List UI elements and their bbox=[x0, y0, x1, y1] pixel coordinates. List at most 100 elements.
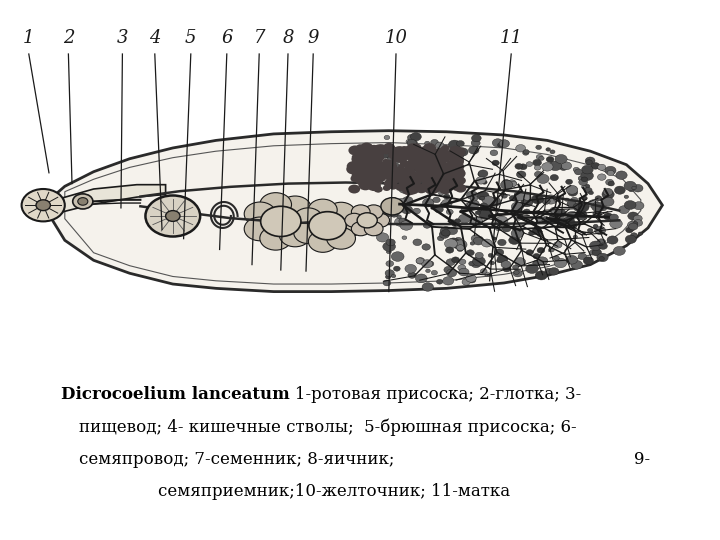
Circle shape bbox=[513, 265, 518, 269]
Circle shape bbox=[441, 188, 449, 194]
Circle shape bbox=[614, 186, 625, 194]
Circle shape bbox=[422, 282, 433, 291]
Circle shape bbox=[559, 156, 566, 161]
Circle shape bbox=[390, 154, 400, 161]
Circle shape bbox=[373, 164, 387, 174]
Circle shape bbox=[451, 257, 459, 263]
Circle shape bbox=[388, 163, 400, 172]
Circle shape bbox=[516, 171, 526, 178]
Circle shape bbox=[593, 211, 601, 217]
Circle shape bbox=[420, 160, 431, 169]
Circle shape bbox=[449, 140, 461, 149]
Circle shape bbox=[436, 142, 444, 149]
Circle shape bbox=[399, 176, 408, 182]
Circle shape bbox=[383, 185, 391, 191]
Circle shape bbox=[410, 177, 422, 186]
Circle shape bbox=[389, 164, 396, 170]
Circle shape bbox=[390, 211, 398, 217]
Circle shape bbox=[365, 170, 373, 176]
Circle shape bbox=[423, 166, 431, 172]
Circle shape bbox=[607, 236, 618, 244]
Circle shape bbox=[523, 150, 529, 154]
Circle shape bbox=[462, 279, 470, 285]
Circle shape bbox=[418, 172, 430, 181]
Circle shape bbox=[406, 139, 412, 144]
Circle shape bbox=[425, 145, 434, 152]
Circle shape bbox=[405, 150, 419, 160]
Circle shape bbox=[444, 239, 457, 248]
Circle shape bbox=[400, 221, 413, 230]
Circle shape bbox=[411, 163, 420, 170]
Circle shape bbox=[625, 235, 636, 244]
Circle shape bbox=[431, 177, 439, 183]
Circle shape bbox=[366, 153, 375, 159]
Circle shape bbox=[420, 152, 426, 157]
Circle shape bbox=[482, 196, 495, 205]
Circle shape bbox=[364, 170, 377, 179]
Text: 4: 4 bbox=[149, 29, 161, 47]
Circle shape bbox=[451, 171, 463, 180]
Circle shape bbox=[294, 208, 323, 230]
Circle shape bbox=[368, 157, 382, 167]
Circle shape bbox=[451, 151, 459, 157]
Circle shape bbox=[453, 167, 464, 176]
Circle shape bbox=[461, 207, 468, 212]
Circle shape bbox=[588, 228, 593, 232]
Circle shape bbox=[351, 222, 370, 236]
Circle shape bbox=[446, 171, 460, 181]
Circle shape bbox=[480, 196, 485, 200]
Circle shape bbox=[588, 191, 593, 194]
Circle shape bbox=[447, 178, 453, 183]
Circle shape bbox=[387, 163, 397, 171]
Circle shape bbox=[391, 252, 404, 261]
Circle shape bbox=[422, 244, 431, 250]
Circle shape bbox=[442, 166, 453, 174]
Circle shape bbox=[581, 177, 588, 182]
Circle shape bbox=[398, 164, 405, 169]
Circle shape bbox=[374, 186, 382, 193]
Circle shape bbox=[500, 180, 513, 190]
Circle shape bbox=[372, 145, 385, 156]
Circle shape bbox=[541, 163, 553, 171]
Circle shape bbox=[400, 172, 409, 179]
Circle shape bbox=[408, 134, 416, 141]
Circle shape bbox=[371, 172, 379, 179]
Circle shape bbox=[478, 172, 485, 177]
Circle shape bbox=[495, 249, 504, 256]
Circle shape bbox=[534, 171, 542, 177]
Circle shape bbox=[531, 194, 544, 204]
Circle shape bbox=[366, 145, 374, 151]
Circle shape bbox=[469, 261, 475, 266]
Circle shape bbox=[578, 176, 585, 181]
Circle shape bbox=[381, 198, 404, 215]
Circle shape bbox=[397, 215, 401, 218]
Circle shape bbox=[385, 275, 391, 279]
Circle shape bbox=[428, 166, 439, 174]
Circle shape bbox=[386, 207, 399, 216]
Circle shape bbox=[449, 146, 462, 155]
Circle shape bbox=[449, 157, 462, 166]
Circle shape bbox=[444, 185, 449, 189]
Circle shape bbox=[397, 170, 403, 176]
Circle shape bbox=[363, 170, 372, 177]
Circle shape bbox=[405, 178, 418, 188]
Circle shape bbox=[471, 235, 481, 242]
Circle shape bbox=[386, 239, 395, 246]
Circle shape bbox=[453, 244, 459, 248]
Circle shape bbox=[633, 221, 638, 225]
Text: 1: 1 bbox=[23, 29, 35, 47]
Circle shape bbox=[374, 144, 388, 154]
Circle shape bbox=[395, 168, 408, 178]
Circle shape bbox=[408, 154, 420, 163]
Circle shape bbox=[456, 140, 464, 146]
Circle shape bbox=[380, 171, 391, 179]
Circle shape bbox=[528, 231, 535, 235]
Circle shape bbox=[393, 177, 400, 181]
Circle shape bbox=[359, 150, 369, 158]
Circle shape bbox=[449, 151, 457, 157]
Circle shape bbox=[377, 233, 389, 242]
Circle shape bbox=[492, 160, 499, 166]
Circle shape bbox=[356, 175, 369, 185]
Circle shape bbox=[457, 247, 464, 252]
Circle shape bbox=[244, 202, 276, 226]
